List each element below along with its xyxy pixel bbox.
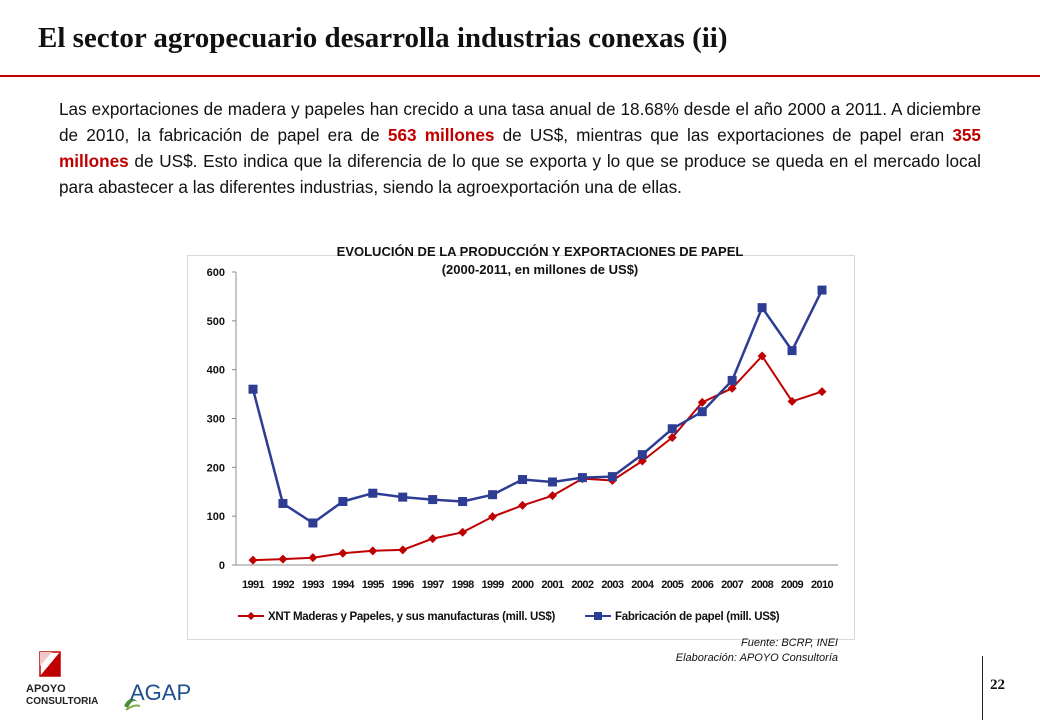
exports-point — [368, 546, 378, 556]
x-tick-label: 2007 — [721, 579, 744, 591]
production-point — [248, 384, 258, 394]
highlight-export-value: 355 millones — [59, 125, 981, 171]
exports-point — [458, 527, 468, 537]
x-tick-label: 1993 — [302, 579, 325, 591]
x-tick-label: 2005 — [661, 579, 684, 591]
apoyo-logo-line-2: CONSULTORIA — [26, 696, 98, 707]
x-tick-label: 2002 — [571, 579, 594, 591]
legend-marker-production — [594, 612, 602, 620]
production-point — [577, 473, 587, 483]
exports-point — [248, 555, 258, 565]
source-note: Fuente: BCRP, INEI Elaboración: APOYO Co… — [676, 636, 838, 666]
chart-title-line-1: EVOLUCIÓN DE LA PRODUCCIÓN Y EXPORTACION… — [336, 244, 744, 259]
legend-marker-exports — [247, 612, 255, 620]
paragraph-text-3: de US$. Esto indica que la diferencia de… — [59, 151, 981, 197]
agap-logo: AGAP — [124, 680, 191, 711]
legend-label-production: Fabricación de papel (mill. US$) — [615, 611, 780, 623]
x-tick-label: 2000 — [511, 579, 534, 591]
elaboration-line: Elaboración: APOYO Consultoría — [675, 652, 838, 664]
x-tick-label: 1991 — [242, 579, 265, 591]
chart-panel — [187, 255, 855, 640]
production-point — [817, 285, 827, 295]
apoyo-consultoria-logo: APOYO CONSULTORIA — [26, 651, 98, 707]
exports-point — [817, 387, 827, 397]
production-point — [398, 492, 408, 502]
paragraph-text-1: Las exportaciones de madera y papeles ha… — [59, 99, 981, 145]
exports-point — [727, 383, 737, 393]
y-tick-label: 400 — [207, 365, 225, 377]
legend-label-exports: XNT Maderas y Papeles, y sus manufactura… — [268, 611, 556, 623]
page-number-divider — [982, 656, 983, 720]
x-tick-label: 1996 — [392, 579, 415, 591]
production-point — [757, 303, 767, 313]
production-point — [368, 488, 378, 498]
apoyo-logo-line-1: APOYO — [26, 683, 66, 695]
production-point — [278, 498, 288, 508]
source-line: Fuente: BCRP, INEI — [740, 637, 838, 649]
production-point — [488, 490, 498, 500]
y-tick-label: 100 — [207, 511, 225, 523]
exports-point — [488, 512, 498, 522]
x-tick-label: 1994 — [332, 579, 356, 591]
x-tick-label: 2006 — [691, 579, 714, 591]
y-tick-label: 300 — [207, 414, 225, 426]
production-point — [308, 518, 318, 528]
production-point — [338, 497, 348, 507]
chart-title: EVOLUCIÓN DE LA PRODUCCIÓN Y EXPORTACION… — [240, 243, 840, 279]
production-point — [727, 375, 737, 385]
exports-point — [667, 433, 677, 443]
y-tick-label: 500 — [207, 316, 225, 328]
paragraph-text-2: de US$, mientras que las exportaciones d… — [494, 125, 953, 145]
production-point — [607, 472, 617, 482]
x-tick-label: 2010 — [811, 579, 834, 591]
production-point — [458, 497, 468, 507]
exports-point — [278, 554, 288, 564]
x-tick-label: 2001 — [541, 579, 564, 591]
production-point — [518, 475, 528, 485]
x-tick-label: 1995 — [362, 579, 385, 591]
exports-point — [308, 553, 318, 563]
y-tick-label: 200 — [207, 462, 225, 474]
exports-point — [757, 351, 767, 361]
production-point — [637, 450, 647, 460]
series-line-production — [251, 289, 824, 525]
exports-point — [697, 397, 707, 407]
x-tick-label: 2008 — [751, 579, 774, 591]
chart-title-line-2: (2000-2011, en millones de US$) — [441, 262, 639, 277]
title-divider — [0, 75, 1040, 77]
exports-point — [428, 534, 438, 544]
agap-logo-text: AGAP — [130, 680, 191, 705]
x-tick-label: 2009 — [781, 579, 804, 591]
x-tick-label: 1998 — [452, 579, 475, 591]
series-line-exports — [252, 355, 823, 562]
x-tick-label: 1997 — [422, 579, 445, 591]
x-tick-label: 2003 — [601, 579, 624, 591]
page-number: 22 — [990, 677, 1005, 693]
exports-point — [518, 500, 528, 510]
x-tick-label: 1999 — [482, 579, 505, 591]
production-point — [547, 477, 557, 487]
body-paragraph: Las exportaciones de madera y papeles ha… — [59, 96, 981, 200]
slide-title: El sector agropecuario desarrolla indust… — [38, 22, 728, 54]
production-point — [667, 424, 677, 434]
x-tick-label: 2004 — [631, 579, 655, 591]
production-point — [787, 346, 797, 356]
x-tick-label: 1992 — [272, 579, 295, 591]
y-tick-label: 600 — [207, 267, 225, 279]
exports-point — [398, 545, 408, 555]
production-point — [428, 495, 438, 505]
exports-point — [787, 396, 797, 406]
highlight-production-value: 563 millones — [387, 125, 495, 145]
y-tick-label: 0 — [219, 560, 225, 572]
production-point — [697, 407, 707, 417]
exports-point — [547, 491, 557, 501]
exports-point — [338, 548, 348, 558]
